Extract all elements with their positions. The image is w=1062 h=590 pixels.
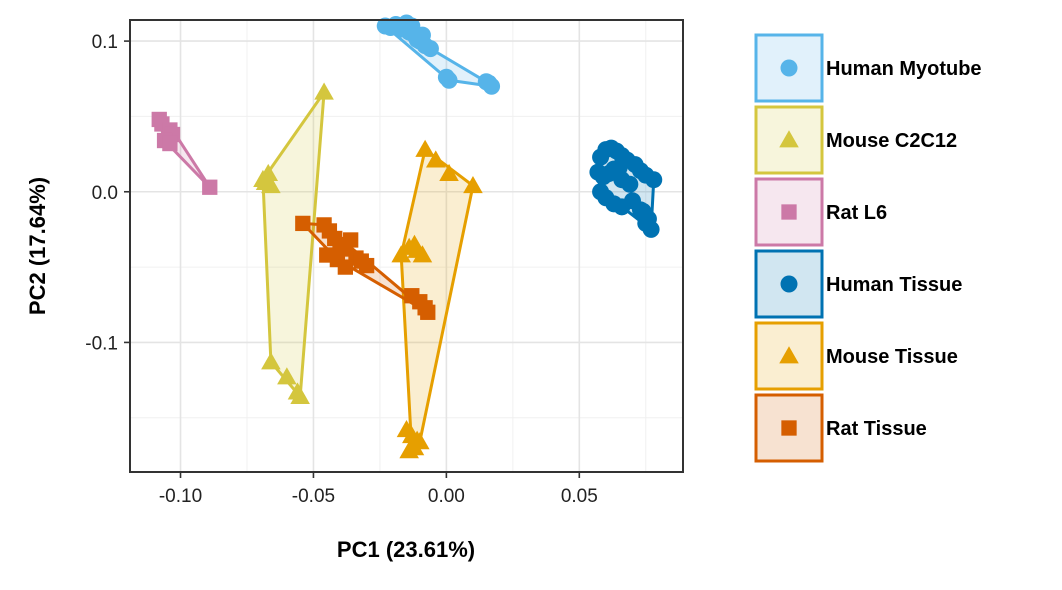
legend-label: Rat L6 (826, 202, 887, 224)
legend-label: Human Tissue (826, 274, 962, 296)
point-human-myotube (480, 74, 498, 92)
point-rat-tissue (337, 259, 354, 275)
legend-key-box (754, 177, 824, 247)
point-mouse-c2c12 (261, 352, 281, 370)
plot-border (129, 19, 684, 473)
x-axis-title: PC1 (23.61%) (337, 537, 475, 562)
x-axis-ticks: -0.10 -0.05 0.00 0.05 (159, 472, 598, 507)
point-rat-tissue (417, 300, 433, 316)
data-points (151, 14, 663, 459)
legend-item-human-tissue: Human Tissue (754, 249, 962, 319)
legend-key-marker (780, 275, 798, 293)
legend-label: Mouse C2C12 (826, 130, 957, 152)
point-mouse-tissue (439, 163, 459, 182)
y-axis-title: PC2 (17.64%) (25, 177, 50, 315)
legend-label: Mouse Tissue (826, 346, 958, 368)
legend-key-marker (781, 204, 797, 220)
legend-item-rat-l6: Rat L6 (754, 177, 887, 247)
point-human-tissue (645, 171, 663, 189)
point-human-myotube (440, 71, 458, 89)
x-tick-label: 0.05 (561, 486, 598, 507)
legend-key-marker (779, 346, 799, 364)
legend-item-rat-tissue: Rat Tissue (754, 393, 927, 463)
point-human-tissue (634, 202, 652, 220)
legend-item-mouse-c2c12: Mouse C2C12 (754, 105, 957, 175)
point-mouse-tissue (399, 441, 419, 459)
y-tick-label: 0.0 (92, 183, 118, 204)
y-axis-ticks: 0.1 0.0 -0.1 (85, 32, 130, 354)
point-rat-tissue (358, 257, 375, 274)
point-rat-l6 (202, 179, 218, 195)
x-tick-label: 0.00 (428, 486, 465, 507)
point-mouse-tissue (412, 245, 433, 263)
point-rat-tissue (295, 215, 311, 232)
y-tick-label: -0.1 (85, 333, 118, 354)
legend-item-mouse-tissue: Mouse Tissue (754, 321, 958, 391)
point-mouse-tissue (391, 245, 411, 263)
point-mouse-tissue (404, 234, 425, 252)
legend-key-marker (781, 420, 797, 436)
x-tick-label: -0.05 (292, 486, 335, 507)
point-mouse-c2c12 (290, 386, 310, 404)
point-mouse-c2c12 (314, 82, 334, 100)
point-rat-tissue (343, 232, 359, 248)
legend-key-box (754, 249, 824, 319)
point-mouse-tissue (463, 175, 483, 194)
point-human-myotube (421, 40, 439, 58)
legend-label: Human Myotube (826, 58, 982, 80)
x-tick-label: -0.10 (159, 486, 202, 507)
point-human-tissue (621, 175, 639, 193)
point-rat-l6 (162, 135, 178, 152)
point-mouse-tissue (407, 430, 427, 448)
y-tick-label: 0.1 (92, 32, 118, 53)
legend-item-human-myotube: Human Myotube (754, 33, 982, 103)
point-mouse-tissue (415, 139, 435, 157)
point-mouse-tissue (396, 420, 417, 438)
point-human-tissue (610, 159, 628, 177)
point-mouse-c2c12 (277, 367, 297, 385)
legend-key-marker (780, 59, 798, 77)
legend-key-marker (779, 130, 799, 148)
point-mouse-tissue (425, 150, 446, 168)
point-mouse-c2c12 (255, 172, 276, 191)
point-human-myotube (413, 26, 431, 44)
legend-label: Rat Tissue (826, 418, 927, 440)
legend: Human Myotube Mouse C2C12 Rat L6 Human Tiss… (754, 33, 982, 463)
